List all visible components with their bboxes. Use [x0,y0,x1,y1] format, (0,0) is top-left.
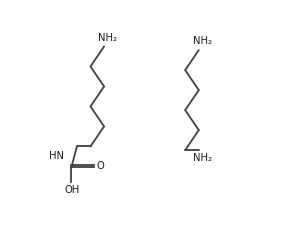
Text: O: O [96,161,104,171]
Text: NH₂: NH₂ [193,153,212,163]
Text: NH₂: NH₂ [98,33,117,43]
Text: HN: HN [49,151,64,160]
Text: NH₂: NH₂ [193,37,212,46]
Text: OH: OH [65,185,80,195]
